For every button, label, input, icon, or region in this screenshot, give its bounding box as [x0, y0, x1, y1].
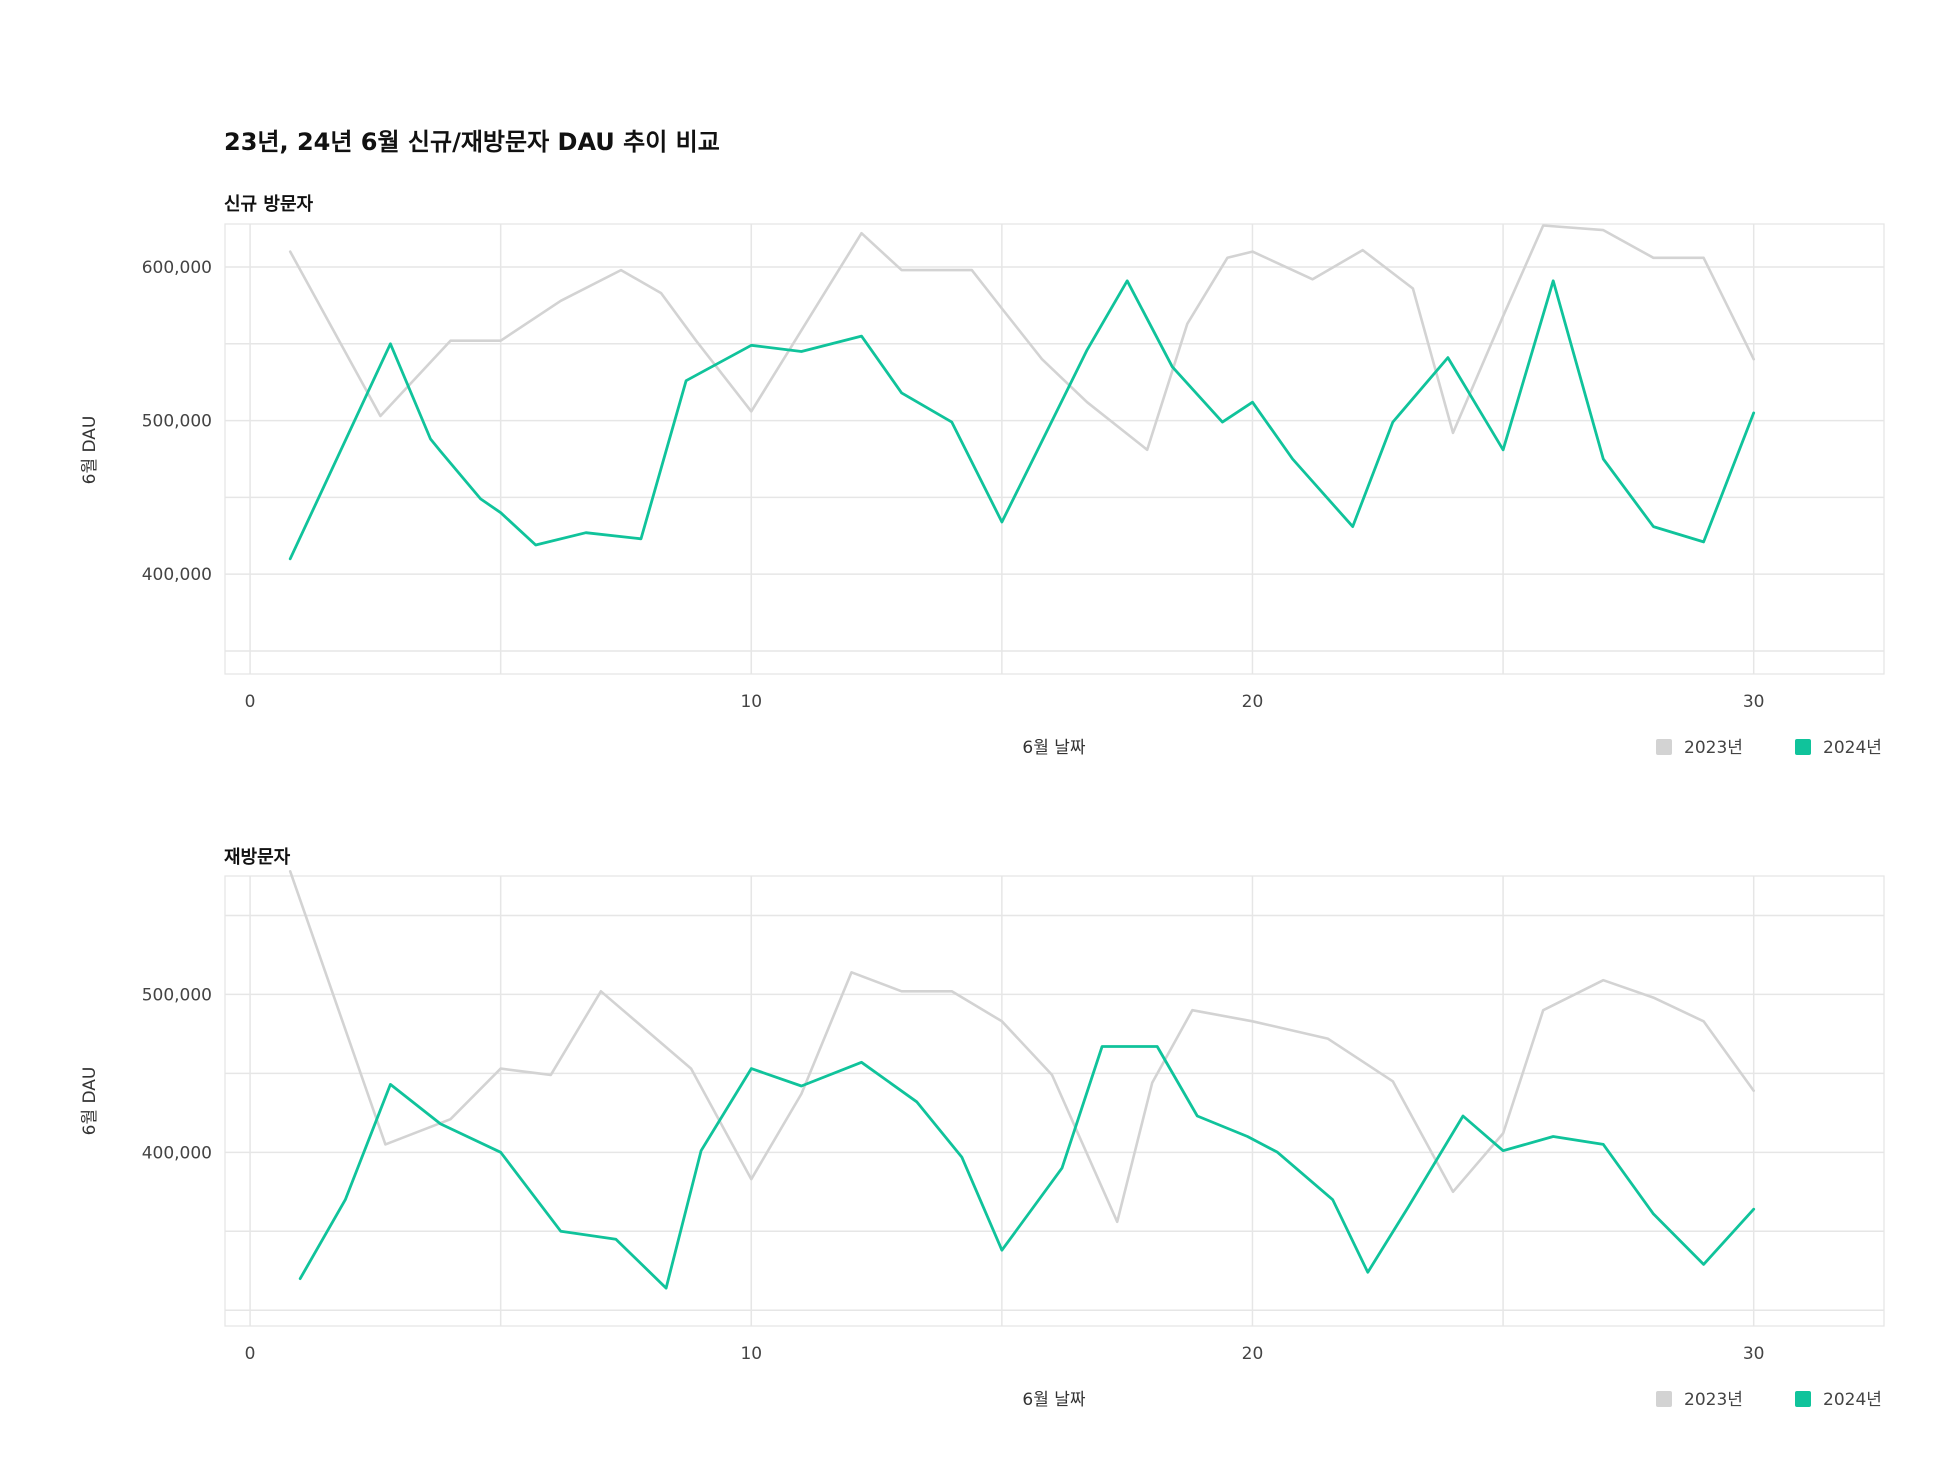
series-line-2023 [288, 224, 1755, 452]
series-line-2024 [288, 279, 1756, 561]
series-line-2024 [298, 1045, 1756, 1290]
y-tick-label: 400,000 [142, 1143, 212, 1163]
chart-new-visitors: 0 10 20 30 400,000 500,000 600,000 6월 날짜 6월 DAU 2… [80, 223, 1885, 758]
legend-swatch-2023 [1656, 739, 1672, 755]
legend-label-2023: 2023년 [1684, 1390, 1743, 1410]
grid [224, 223, 1885, 675]
y-tick-label: 500,000 [142, 985, 212, 1005]
x-tick-label: 10 [740, 1344, 762, 1364]
x-tick-label: 20 [1242, 1344, 1264, 1364]
y-axis-title: 6월 DAU [80, 1067, 100, 1136]
legend-swatch-2024 [1795, 739, 1811, 755]
x-axis-title: 6월 날짜 [1022, 1390, 1085, 1410]
legend-label-2023: 2023년 [1684, 738, 1743, 758]
plot-border [224, 875, 1885, 1327]
legend-swatch-2024 [1795, 1391, 1811, 1407]
x-axis-title: 6월 날짜 [1022, 738, 1085, 758]
legend-label-2024: 2024년 [1823, 1390, 1882, 1410]
plot-border [224, 223, 1885, 675]
y-tick-label: 500,000 [142, 412, 212, 432]
x-tick-label: 30 [1743, 1344, 1765, 1364]
grid [224, 875, 1885, 1327]
series-line-2023 [288, 869, 1755, 1224]
legend: 2023년 2024년 [1656, 738, 1882, 758]
legend-label-2024: 2024년 [1823, 738, 1882, 758]
y-tick-label: 400,000 [142, 565, 212, 585]
page-title: 23년, 24년 6월 신규/재방문자 DAU 추이 비교 [224, 128, 720, 156]
x-tick-label: 10 [740, 692, 762, 712]
x-tick-label: 30 [1743, 692, 1765, 712]
x-tick-label: 20 [1242, 692, 1264, 712]
legend-swatch-2023 [1656, 1391, 1672, 1407]
x-tick-label: 0 [245, 692, 256, 712]
chart-subtitle-new-visitors: 신규 방문자 [224, 194, 314, 215]
legend: 2023년 2024년 [1656, 1390, 1882, 1410]
y-axis-title: 6월 DAU [80, 416, 100, 485]
y-tick-label: 600,000 [142, 258, 212, 278]
x-tick-label: 0 [245, 1344, 256, 1364]
chart-subtitle-returning-visitors: 재방문자 [224, 847, 291, 868]
